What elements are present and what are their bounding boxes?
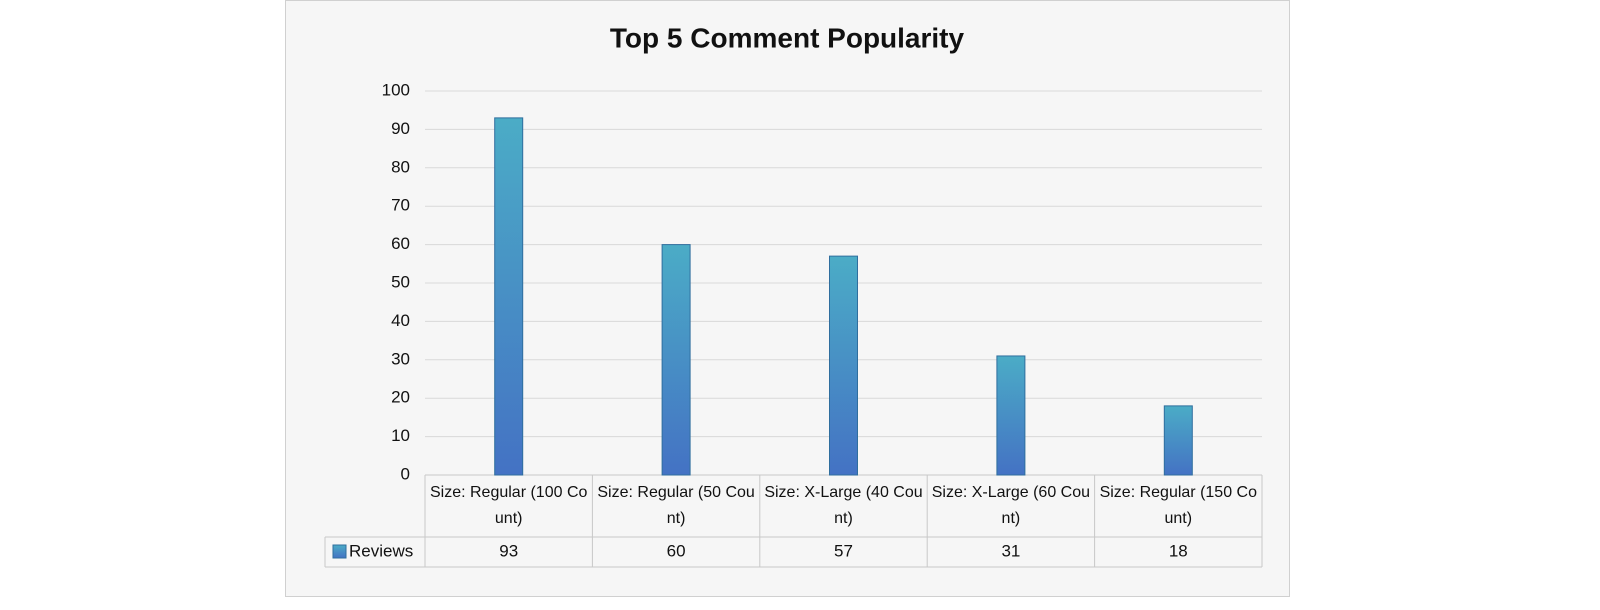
- table-value: 18: [1169, 541, 1188, 560]
- table-value: 31: [1001, 541, 1020, 560]
- y-tick-label: 10: [391, 426, 410, 445]
- legend-marker: [332, 544, 347, 559]
- y-tick-label: 100: [382, 80, 410, 99]
- x-tick-label: Size: Regular (150 Count): [1099, 484, 1257, 527]
- x-tick-label: Size: X-Large (40 Count): [764, 484, 923, 527]
- y-tick-label: 20: [391, 388, 410, 407]
- chart-frame: [285, 0, 1290, 597]
- x-tick-label: Size: Regular (100 Count): [429, 484, 588, 527]
- legend-label: Reviews: [349, 541, 413, 560]
- y-tick-label: 70: [391, 196, 410, 215]
- y-tick-label: 50: [391, 272, 410, 291]
- bar: [1163, 405, 1193, 476]
- x-tick-label: Size: X-Large (60 Count): [931, 484, 1091, 527]
- chart-title: Top 5 Comment Popularity: [610, 22, 965, 53]
- bar: [661, 244, 691, 476]
- y-tick-label: 0: [401, 464, 410, 483]
- table-value: 57: [834, 541, 853, 560]
- y-tick-label: 80: [391, 157, 410, 176]
- bar: [996, 355, 1026, 476]
- bar: [494, 117, 524, 476]
- y-tick-label: 40: [391, 311, 410, 330]
- y-tick-label: 60: [391, 234, 410, 253]
- y-tick-label: 30: [391, 349, 410, 368]
- bar: [829, 255, 858, 476]
- x-tick-label: Size: Regular (50 Count): [597, 484, 755, 527]
- y-tick-label: 90: [391, 119, 410, 138]
- table-value: 60: [667, 541, 686, 560]
- table-value: 93: [499, 541, 518, 560]
